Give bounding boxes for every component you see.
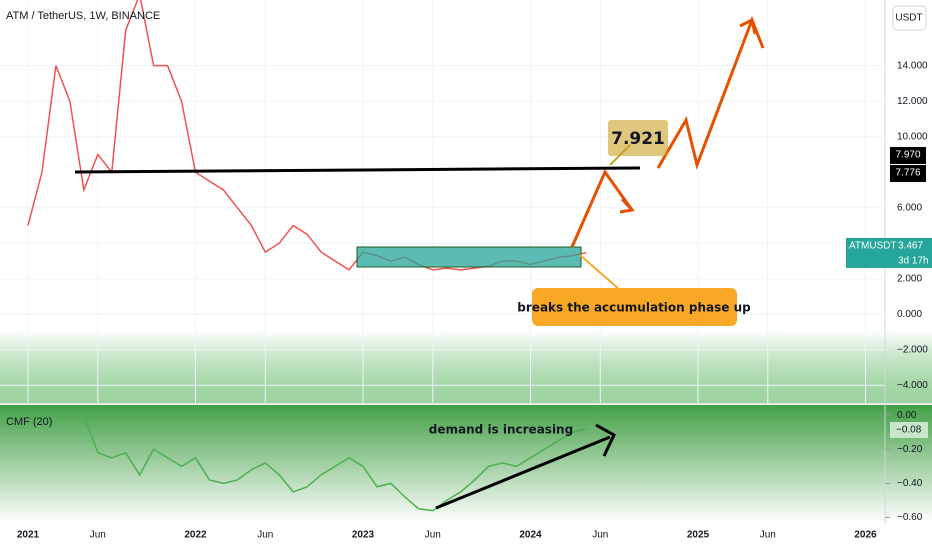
x-tick-label: 2024 bbox=[519, 530, 542, 541]
x-tick-label: Jun bbox=[90, 530, 106, 541]
level-high: 7.970 bbox=[895, 150, 920, 161]
x-tick-label: Jun bbox=[257, 530, 273, 541]
y-tick-label: −4.000 bbox=[897, 380, 928, 391]
cmf-last: −0.08 bbox=[896, 425, 922, 436]
x-tick-label: 2022 bbox=[184, 530, 207, 541]
last-price-tag bbox=[846, 238, 932, 268]
level-low: 7.776 bbox=[895, 168, 920, 179]
x-tick-label: 2023 bbox=[352, 530, 375, 541]
indicator-pane bbox=[0, 405, 932, 523]
y-tick-label: 10.000 bbox=[897, 131, 928, 142]
arrow-head bbox=[739, 17, 757, 35]
last-price: 3.467 bbox=[898, 241, 923, 252]
symbol-title: ATM / TetherUS, 1W, BINANCE bbox=[6, 10, 160, 22]
x-tick-label: Jun bbox=[760, 530, 776, 541]
indicator-tick-label: −0.60 bbox=[897, 512, 923, 523]
currency-button[interactable] bbox=[892, 5, 927, 31]
y-tick-label: −2.000 bbox=[897, 344, 928, 355]
breakout-callout bbox=[532, 288, 737, 326]
indicator-tick-label: 0.00 bbox=[897, 410, 917, 421]
y-tick-label: 2.000 bbox=[897, 273, 922, 284]
x-tick-label: 2026 bbox=[854, 530, 877, 541]
accumulation-box bbox=[356, 246, 582, 268]
cmf-last-tag bbox=[890, 422, 928, 438]
indicator-tick-label: −0.40 bbox=[897, 478, 923, 489]
projection-arrow bbox=[570, 168, 634, 248]
callout-pointer bbox=[579, 254, 621, 291]
demand-arrow bbox=[435, 435, 611, 510]
arrow-head bbox=[595, 423, 616, 457]
indicator-title: CMF (20) bbox=[6, 416, 52, 428]
y-tick-label: 0.000 bbox=[897, 309, 922, 320]
x-tick-label: Jun bbox=[592, 530, 608, 541]
demand-label: demand is increasing bbox=[429, 423, 573, 437]
y-tick-label: 12.000 bbox=[897, 96, 928, 107]
arrow-head bbox=[619, 197, 635, 214]
y-tick-label: 14.000 bbox=[897, 60, 928, 71]
indicator-tick-label: −0.20 bbox=[897, 444, 923, 455]
y-tick-label: 6.000 bbox=[897, 202, 922, 213]
target-callout bbox=[608, 120, 668, 156]
cmf-line bbox=[83, 414, 587, 512]
target-label: 7.921 bbox=[611, 129, 665, 149]
x-tick-label: 2025 bbox=[687, 530, 710, 541]
x-tick-label: 2021 bbox=[17, 530, 40, 541]
level-tag bbox=[890, 165, 926, 182]
level-tag bbox=[890, 147, 926, 164]
countdown: 3d 17h bbox=[898, 256, 929, 267]
breakout-label: breaks the accumulation phase up bbox=[517, 301, 751, 315]
resistance-line bbox=[74, 166, 641, 174]
x-tick-label: Jun bbox=[425, 530, 441, 541]
price-pane bbox=[0, 0, 932, 403]
symbol-tag: ATMUSDT bbox=[849, 241, 897, 252]
currency-label[interactable]: USDT bbox=[895, 13, 922, 24]
target-arrow bbox=[656, 15, 765, 171]
